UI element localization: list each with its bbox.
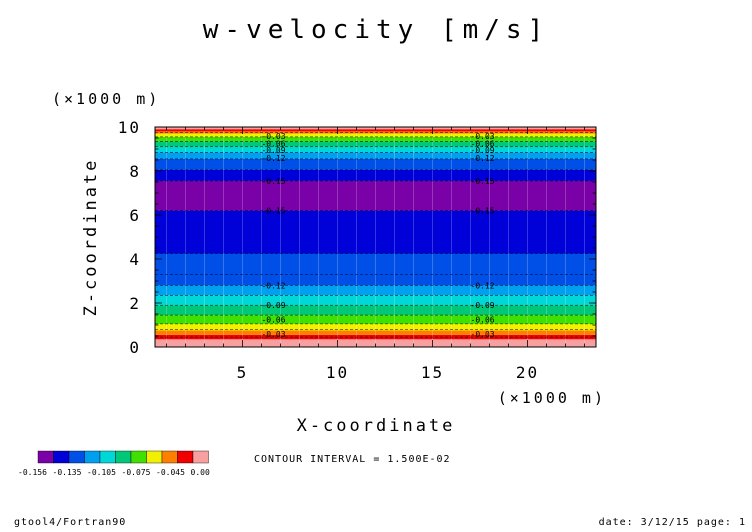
plot-area: -0.03 -0.03-0.06 -0.06-0.09 -0.09-0.12 -0.12… (118, 118, 597, 382)
contour-label: -0.03 (261, 330, 285, 339)
contour-label: -0.12 (471, 154, 495, 163)
legend-swatch (99, 450, 116, 464)
legend-tick-label: -0.045 (156, 468, 185, 477)
y-axis-unit: (×1000 m) (52, 90, 160, 108)
y-tick-label: 10 (118, 118, 141, 137)
contour-band (155, 141, 596, 147)
contour-band (155, 133, 596, 137)
contour-label: -0.06 (471, 140, 495, 149)
x-axis-title: X-coordinate (297, 416, 456, 436)
footer-right: date: 3/12/15 page: 1 (599, 517, 746, 528)
legend-tick-label: -0.135 (53, 468, 82, 477)
legend-swatch (177, 450, 194, 464)
contour-label: -0.09 (471, 146, 495, 155)
contour-interval: CONTOUR INTERVAL = 1.500E-02 (254, 454, 451, 465)
legend-swatch (161, 450, 178, 464)
contour-label: -0.15 (261, 177, 285, 186)
y-tick-label: 4 (129, 250, 141, 269)
legend-swatch (68, 450, 85, 464)
contour-band (155, 152, 596, 159)
y-tick-label: 8 (129, 162, 141, 181)
legend-swatch (146, 450, 163, 464)
contour-label: -0.09 (471, 301, 495, 310)
contour-band (155, 158, 596, 170)
contour-band (155, 315, 596, 324)
contour-label: -0.03 (471, 330, 495, 339)
legend-tick-label: -0.105 (87, 468, 116, 477)
x-tick-label: 10 (326, 363, 349, 382)
contour-label: -0.15 (471, 177, 495, 186)
contour-band (155, 339, 596, 347)
chart-title: w-velocity [m/s] (203, 15, 549, 45)
y-tick-label: 2 (129, 294, 141, 313)
x-tick-label: 15 (421, 363, 444, 382)
y-tick-label: 0 (129, 338, 141, 357)
contour-label: -0.06 (261, 316, 285, 325)
contour-band (155, 210, 596, 254)
contour-label: -0.15 (261, 207, 285, 216)
contour-band (155, 136, 596, 142)
legend-swatch (115, 450, 132, 464)
footer-left: gtool4/Fortran90 (14, 517, 126, 528)
contour-label: -0.09 (261, 301, 285, 310)
contour-label: -0.12 (261, 281, 285, 290)
contour-band (155, 253, 596, 286)
contour-label: -0.03 (261, 132, 285, 141)
contour-label: -0.12 (471, 281, 495, 290)
y-axis-title: Z-coordinate (81, 158, 101, 317)
contour-band (155, 169, 596, 181)
contour-label: -0.15 (471, 207, 495, 216)
legend-swatch (53, 450, 70, 464)
contour-band (155, 146, 596, 153)
x-tick-label: 20 (516, 363, 539, 382)
contour-band (155, 285, 596, 296)
contour-label: -0.12 (261, 154, 285, 163)
x-tick-label: 5 (237, 363, 249, 382)
contour-band (155, 330, 596, 335)
contour-label: -0.06 (471, 316, 495, 325)
x-axis-unit: (×1000 m) (498, 389, 606, 407)
contour-label: -0.06 (261, 140, 285, 149)
contour-band (155, 295, 596, 306)
legend-tick-label: -0.156 (18, 468, 47, 477)
legend-tick-label: -0.075 (122, 468, 151, 477)
legend-swatch (130, 450, 147, 464)
contour-band (155, 305, 596, 316)
y-tick-label: 6 (129, 206, 141, 225)
contour-label: -0.03 (471, 132, 495, 141)
legend-swatch (84, 450, 101, 464)
legend-tick-label: 0.00 (191, 468, 210, 477)
contour-band (155, 323, 596, 331)
legend-swatch (37, 450, 54, 464)
contour-band (155, 180, 596, 211)
legend-swatch (192, 450, 209, 464)
color-legend: -0.156 -0.135 -0.105 -0.075 -0.045 0.00 (18, 450, 210, 477)
contour-label: -0.09 (261, 146, 285, 155)
